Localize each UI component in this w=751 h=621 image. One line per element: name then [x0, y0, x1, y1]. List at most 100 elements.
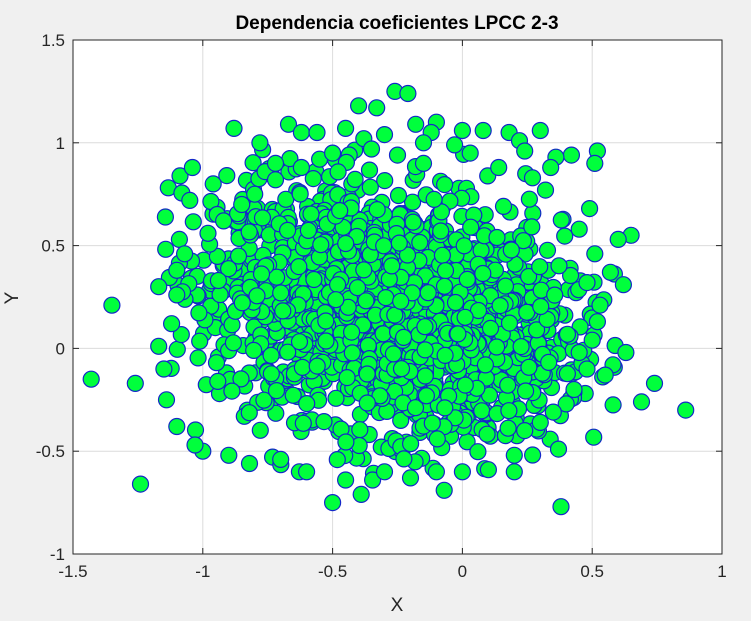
scatter-point — [552, 211, 570, 229]
scatter-point — [184, 213, 202, 231]
y-tick-label: 1 — [56, 134, 65, 153]
scatter-point — [375, 463, 394, 481]
scatter-point — [315, 413, 333, 431]
scatter-point — [558, 365, 577, 383]
scatter-point — [505, 446, 523, 464]
scatter-point — [190, 304, 208, 322]
scatter-point — [520, 190, 539, 208]
scatter-point — [209, 271, 227, 290]
scatter-point — [404, 193, 422, 211]
scatter-point — [204, 175, 222, 193]
scatter-point — [596, 366, 614, 384]
scatter-point — [337, 471, 355, 489]
scatter-point — [294, 414, 312, 432]
scatter-point — [474, 121, 492, 140]
scatter-point — [436, 176, 454, 194]
scatter-point — [299, 221, 317, 239]
scatter-point — [262, 365, 280, 383]
scatter-point — [308, 123, 326, 142]
scatter-point — [240, 223, 258, 241]
scatter-point — [601, 263, 620, 281]
scatter-point — [155, 360, 173, 378]
scatter-point — [170, 230, 188, 248]
scatter-point — [544, 403, 562, 421]
scatter-point — [253, 209, 272, 227]
scatter-point — [395, 450, 413, 468]
scatter-point — [478, 425, 496, 443]
scatter-point — [233, 195, 251, 214]
scatter-point — [500, 314, 519, 332]
scatter-point — [346, 170, 364, 188]
scatter-point — [490, 158, 508, 177]
scatter-point — [292, 123, 310, 142]
scatter-point — [168, 340, 186, 358]
scatter-point — [419, 284, 437, 302]
y-tick-label: 1.5 — [41, 31, 65, 50]
scatter-point — [604, 396, 622, 414]
scatter-point — [266, 171, 285, 189]
scatter-point — [352, 485, 370, 503]
scatter-point — [245, 341, 263, 359]
scatter-point — [406, 399, 425, 417]
chart-title: Dependencia coeficientes LPCC 2-3 — [235, 13, 558, 34]
scatter-point — [131, 475, 150, 493]
scatter-point — [476, 356, 494, 374]
scatter-point — [392, 360, 411, 378]
scatter-point — [232, 370, 250, 388]
scatter-point — [557, 395, 575, 413]
scatter-point — [157, 240, 175, 258]
scatter-point — [416, 341, 434, 359]
scatter-point — [251, 421, 269, 439]
scatter-point — [399, 84, 417, 103]
scatter-point — [455, 237, 473, 255]
scatter-point — [416, 367, 434, 385]
scatter-point — [423, 414, 441, 432]
scatter-point — [427, 463, 445, 481]
scatter-point — [168, 261, 186, 279]
scatter-point — [645, 374, 664, 392]
scatter-point — [244, 154, 262, 172]
scatter-point — [337, 234, 355, 253]
scatter-point — [532, 297, 550, 316]
scatter-point — [570, 343, 588, 362]
scatter-point — [469, 301, 488, 320]
scatter-point — [520, 358, 538, 376]
scatter-point — [499, 376, 517, 394]
scatter-point — [416, 318, 434, 336]
scatter-point — [331, 202, 349, 220]
scatter-point — [172, 326, 190, 344]
scatter-point — [209, 372, 227, 390]
scatter-point — [304, 170, 322, 188]
scatter-point — [446, 293, 465, 312]
scatter-point — [208, 247, 226, 265]
x-axis-label: X — [391, 595, 404, 616]
scatter-point — [614, 276, 633, 294]
scatter-point — [523, 169, 542, 187]
scatter-point — [591, 296, 609, 314]
scatter-point — [542, 158, 560, 177]
scatter-point — [500, 402, 518, 420]
scatter-point — [168, 417, 186, 436]
scatter-point — [251, 134, 269, 152]
scatter-point — [556, 227, 574, 245]
scatter-point — [585, 428, 603, 446]
scatter-point — [425, 190, 443, 208]
scatter-point — [383, 257, 401, 275]
scatter-point — [479, 461, 497, 479]
scatter-point — [578, 274, 596, 292]
scatter-point — [516, 142, 534, 160]
scatter-point — [456, 308, 474, 326]
scatter-point — [404, 213, 422, 231]
scatter-point — [157, 391, 176, 409]
scatter-point — [229, 247, 248, 265]
scatter-point — [536, 181, 555, 199]
y-tick-label: 0.5 — [41, 237, 65, 256]
scatter-point — [252, 265, 271, 283]
scatter-point — [262, 346, 280, 364]
scatter-point — [337, 119, 355, 137]
y-tick-label: -1 — [50, 545, 65, 564]
scatter-point — [218, 167, 236, 185]
scatter-point — [411, 233, 429, 252]
scatter-point — [433, 246, 451, 264]
scatter-point — [189, 349, 207, 367]
